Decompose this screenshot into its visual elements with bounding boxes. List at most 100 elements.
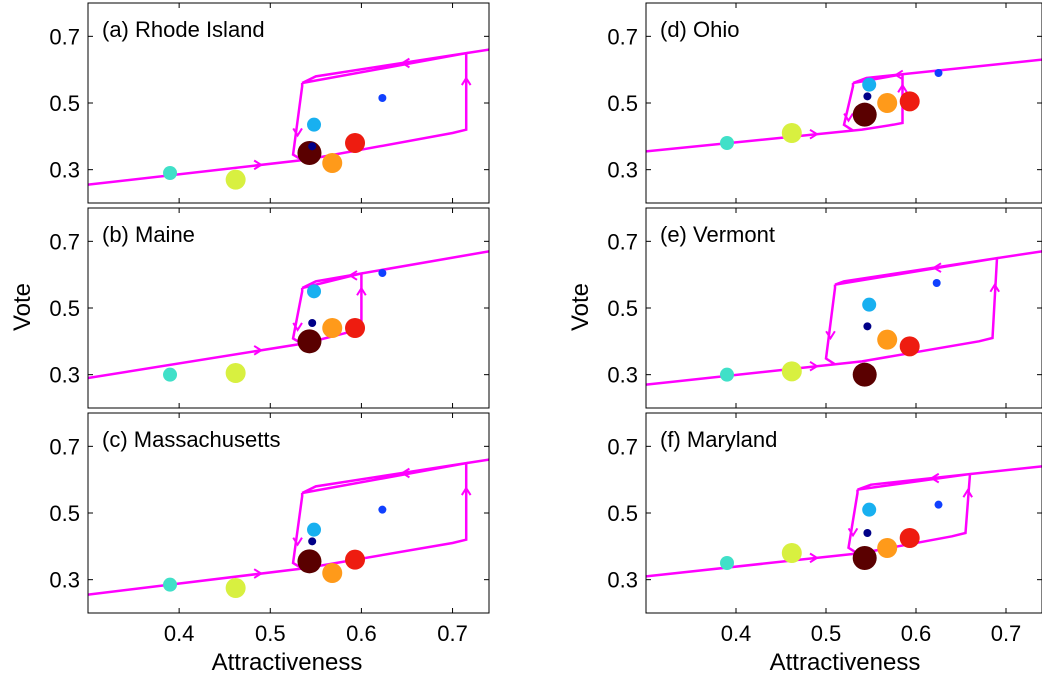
data-point (308, 319, 317, 327)
hysteresis-down-branch (291, 493, 304, 570)
arrow-upper-branch (400, 57, 410, 69)
arrow-switch-up (962, 488, 973, 498)
chart-panel: 0.3 0.5 0.7 (d) Ohio (607, 2, 1042, 204)
x-tick-label: 0.4 (721, 621, 752, 646)
x-tick-label: 0.5 (811, 621, 842, 646)
arrow-switch-down (292, 322, 303, 332)
data-point (862, 297, 877, 312)
chart-panel: 0.3 0.5 0.7 0.4 0.5 0.6 0.7 (f) Maryland (607, 412, 1042, 646)
data-point (297, 549, 322, 574)
y-tick-label: 0.5 (607, 296, 638, 321)
data-point (308, 537, 317, 546)
hysteresis-down-branch (842, 83, 855, 132)
y-tick-label: 0.7 (49, 434, 80, 459)
data-point (932, 279, 941, 287)
data-point (863, 322, 872, 331)
chart-panel: 0.3 0.5 0.7 (a) Rhode Island (49, 2, 490, 204)
data-point (862, 502, 877, 517)
arrow-switch-up (460, 76, 472, 86)
plot-area (88, 250, 489, 383)
y-tick-label: 0.7 (607, 24, 638, 49)
y-tick-label: 0.3 (49, 363, 80, 388)
data-point (899, 91, 920, 112)
data-point (852, 546, 877, 570)
x-axis-label-left: Attractiveness (212, 649, 363, 676)
chart-panel: 0.3 0.5 0.7 (e) Vermont (607, 207, 1042, 409)
arrow-switch-up (989, 282, 1000, 293)
arrow-switch-up (356, 286, 367, 296)
arrow-switch-up (460, 486, 472, 496)
y-axis-label-left: Vote (9, 283, 36, 331)
data-point (322, 318, 343, 338)
y-tick-label: 0.7 (607, 229, 638, 254)
hysteresis-curve (646, 465, 1042, 578)
y-tick-label: 0.3 (49, 568, 80, 593)
data-point (307, 522, 322, 537)
data-point (863, 529, 872, 537)
y-tick-label: 0.5 (49, 501, 80, 526)
x-tick-label: 0.4 (164, 621, 195, 646)
arrow-switch-down (825, 330, 836, 341)
y-tick-label: 0.5 (607, 91, 638, 116)
data-point (899, 336, 920, 357)
data-point (308, 142, 317, 151)
data-point (378, 269, 387, 277)
y-tick-label: 0.3 (607, 158, 638, 183)
data-point (720, 556, 734, 570)
panel-title: (b) Maine (102, 222, 195, 247)
hysteresis-down-branch (291, 83, 304, 162)
data-point (297, 329, 322, 354)
arrow-upper-branch (348, 270, 358, 281)
y-tick-label: 0.7 (49, 24, 80, 49)
hysteresis-down-branch (824, 284, 837, 366)
arrow-lower-branch (809, 552, 819, 564)
arrow-upper-branch (400, 467, 410, 479)
data-point (877, 93, 898, 113)
arrow-lower-branch (253, 568, 264, 579)
data-point (378, 505, 387, 514)
arrow-lower-branch (809, 360, 819, 372)
data-point (877, 329, 898, 350)
x-tick-label: 0.6 (901, 621, 932, 646)
data-point (862, 77, 877, 92)
hysteresis-curve (88, 250, 489, 380)
data-point (163, 367, 178, 382)
y-tick-label: 0.3 (607, 363, 638, 388)
chart-panel: 0.3 0.5 0.7 0.4 0.5 0.6 0.7 (c) Massachusetts (49, 412, 490, 646)
data-point (877, 538, 898, 558)
chart-panel: 0.3 0.5 0.7 (b) Maine (49, 207, 490, 409)
arrow-lower-branch (253, 159, 264, 171)
data-point (781, 543, 802, 563)
data-point (307, 117, 322, 132)
data-point (852, 362, 877, 387)
hysteresis-curve (646, 250, 1042, 386)
y-tick-label: 0.7 (49, 229, 80, 254)
arrow-switch-down (847, 527, 859, 538)
data-point (378, 94, 387, 102)
x-tick-label: 0.5 (255, 621, 286, 646)
hysteresis-curve (646, 58, 1042, 153)
y-tick-label: 0.5 (607, 501, 638, 526)
data-point (345, 133, 366, 153)
arrow-switch-up (897, 83, 908, 93)
hysteresis-curve (88, 48, 489, 186)
x-tick-label: 0.7 (991, 621, 1022, 646)
data-point (163, 166, 178, 180)
panel-title: (a) Rhode Island (102, 17, 265, 42)
data-point (934, 69, 943, 77)
data-point (899, 528, 920, 548)
panel-title: (d) Ohio (660, 17, 739, 42)
y-tick-label: 0.5 (49, 296, 80, 321)
data-point (163, 577, 178, 592)
plot-area (88, 48, 489, 190)
data-point (345, 318, 366, 338)
data-point (322, 153, 343, 173)
y-tick-label: 0.5 (49, 91, 80, 116)
arrow-lower-branch (253, 345, 264, 356)
data-point (307, 284, 322, 299)
arrow-upper-branch (932, 262, 942, 273)
y-tick-label: 0.3 (49, 158, 80, 183)
data-point (863, 92, 872, 101)
hysteresis-curve (88, 458, 489, 596)
